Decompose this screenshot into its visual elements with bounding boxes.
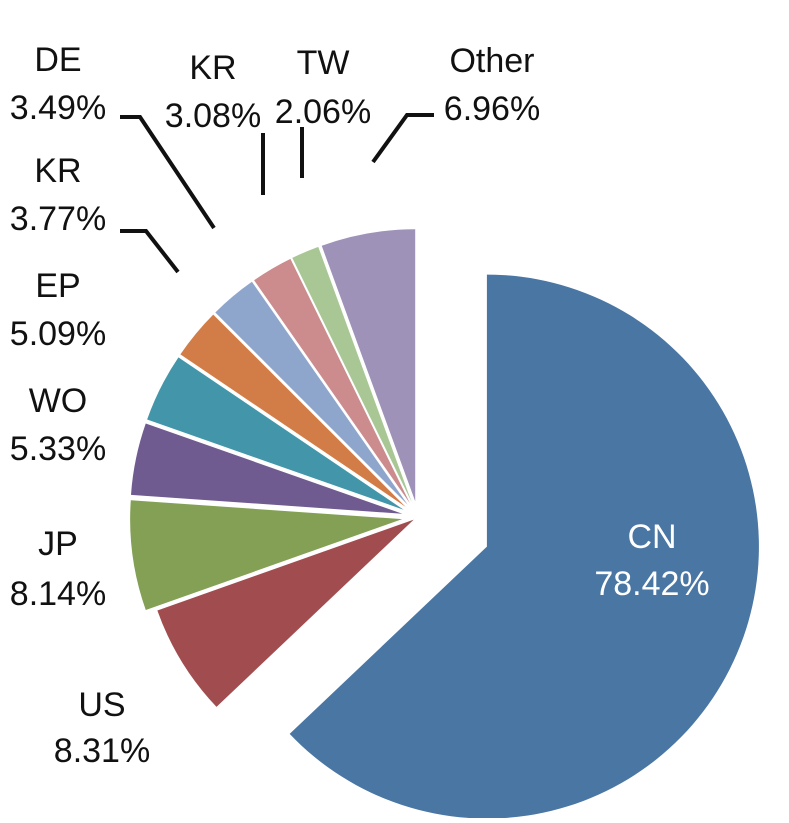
slice-label-kr-lower-name: KR [34, 152, 81, 190]
slice-label-de-name: DE [34, 41, 81, 79]
slice-label-cn-value: 78.42% [594, 565, 709, 603]
pie-slice-kr-lower [180, 314, 406, 507]
pie-slice-wo [130, 423, 403, 514]
slice-label-us-name: US [78, 686, 125, 724]
pie-slice-de [215, 281, 408, 505]
slice-label-tw-name: TW [297, 44, 350, 82]
slice-label-jp-value: 8.14% [10, 575, 106, 613]
pie-slice-jp [130, 500, 403, 611]
pie-slice-other [321, 229, 416, 502]
slice-label-kr-upper-name: KR [189, 49, 236, 87]
pie-slice-tw [292, 246, 412, 503]
slice-label-ep-name: EP [35, 267, 80, 305]
slice-label-cn-name: CN [627, 518, 676, 556]
pie-slice-cn [289, 274, 759, 819]
slice-label-ep-value: 5.09% [10, 315, 106, 353]
slice-label-de-value: 3.49% [10, 89, 106, 127]
pie-slices [130, 229, 759, 819]
slice-label-wo-value: 5.33% [10, 430, 106, 468]
leader-line-de [120, 115, 216, 230]
slice-label-us-value: 8.31% [54, 732, 150, 770]
slice-label-wo-name: WO [29, 382, 88, 420]
slice-label-other-value: 6.96% [444, 90, 540, 128]
slice-label-jp-name: JP [38, 525, 78, 563]
slice-label-tw-value: 2.06% [275, 93, 371, 131]
slice-label-kr-upper-value: 3.08% [165, 97, 261, 135]
leader-line-kr-lower [120, 229, 180, 274]
pie-slice-us [157, 519, 414, 707]
slice-label-kr-lower-value: 3.77% [10, 200, 106, 238]
slice-label-other-name: Other [449, 42, 534, 80]
pie-slice-kr-upper [254, 258, 410, 504]
leader-lines [120, 113, 434, 274]
leader-line-other [371, 113, 434, 164]
pie-slice-ep [147, 357, 404, 510]
